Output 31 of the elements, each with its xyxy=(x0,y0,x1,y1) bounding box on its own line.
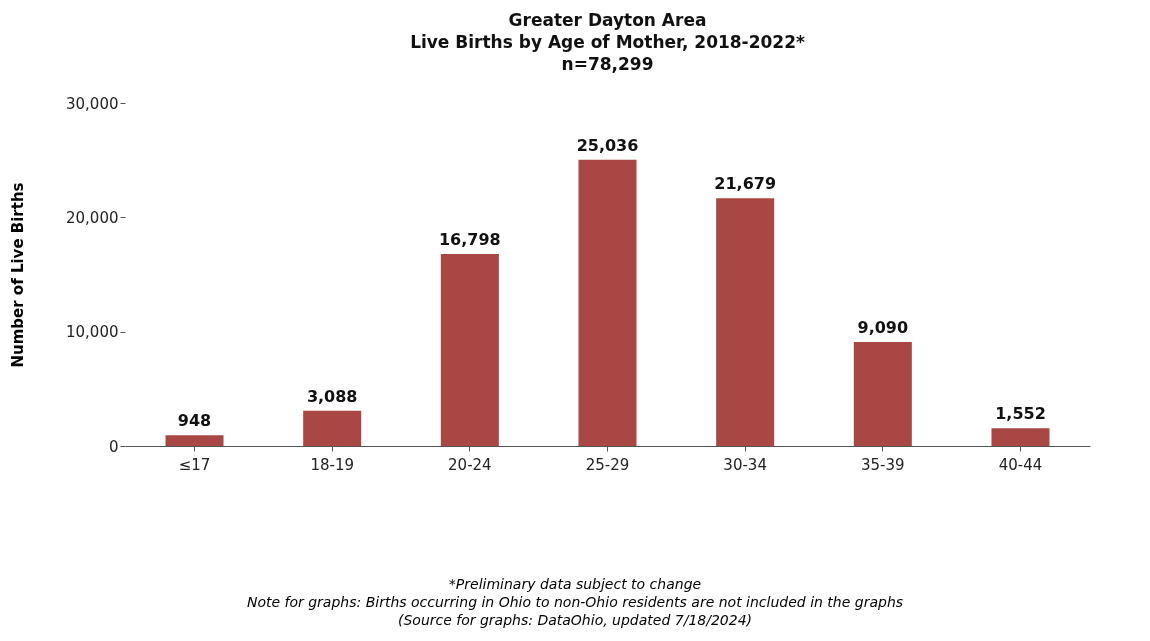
data-label: 948 xyxy=(177,411,212,431)
bar xyxy=(440,253,499,446)
data-label: 21,679 xyxy=(714,174,777,194)
y-tick-label: 30,000 xyxy=(66,94,119,113)
chart-title: Greater Dayton Area xyxy=(508,10,707,30)
x-tick-label: 20-24 xyxy=(448,455,492,474)
text: *Preliminary data subject to change xyxy=(447,575,703,593)
data-label: 1,552 xyxy=(995,404,1046,424)
x-tick-label: 40-44 xyxy=(998,455,1043,474)
y-axis-title: Number of Live Births xyxy=(9,182,28,368)
x-tick-label: 25-29 xyxy=(585,455,630,474)
data-label: 16,798 xyxy=(438,229,501,249)
bar xyxy=(303,410,362,446)
x-tick-label: 18-19 xyxy=(310,455,354,474)
text: Note for graphs: Births occurring in Ohio to non-Ohio residents are not included in the graphs xyxy=(245,593,905,611)
x-tick-label: ≤17 xyxy=(178,455,211,474)
x-tick-label: 35-39 xyxy=(861,455,905,474)
y-tick-label: 0 xyxy=(108,437,119,456)
bar xyxy=(853,342,912,446)
y-tick-label: 20,000 xyxy=(66,208,119,227)
bar xyxy=(991,428,1050,446)
data-label: 3,088 xyxy=(306,386,358,406)
bar xyxy=(716,198,775,446)
data-label: 9,090 xyxy=(857,318,909,338)
chart-subtitle: Live Births by Age of Mother, 2018-2022* n=78,299 xyxy=(410,32,805,74)
x-tick-label: 30-34 xyxy=(723,455,767,474)
bar xyxy=(578,159,637,446)
bar xyxy=(165,435,224,446)
text: (Source for graphs: DataOhio, updated 7/18/2024) xyxy=(396,611,753,629)
y-tick-label: 10,000 xyxy=(66,323,119,342)
data-label: 25,036 xyxy=(576,135,639,155)
